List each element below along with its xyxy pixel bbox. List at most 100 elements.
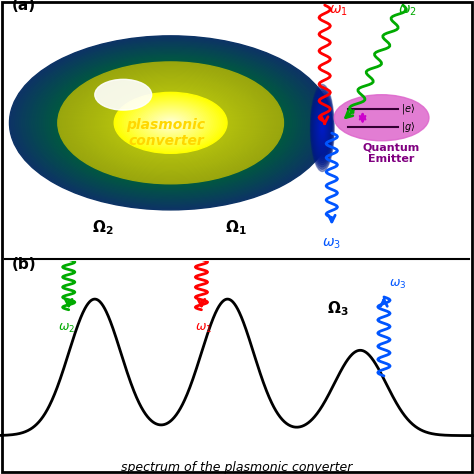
Circle shape (104, 87, 237, 159)
Circle shape (155, 114, 187, 132)
Ellipse shape (318, 113, 327, 143)
Circle shape (76, 72, 265, 174)
Circle shape (118, 95, 223, 151)
Text: $\mathbf{\Omega_3}$: $\mathbf{\Omega_3}$ (327, 300, 349, 319)
Circle shape (40, 52, 301, 193)
Circle shape (138, 105, 203, 140)
Circle shape (78, 73, 264, 173)
Circle shape (34, 49, 308, 197)
Circle shape (66, 66, 275, 180)
Circle shape (64, 65, 277, 181)
Circle shape (114, 92, 227, 153)
Circle shape (16, 39, 326, 207)
Ellipse shape (320, 121, 324, 135)
Circle shape (140, 107, 201, 139)
Circle shape (74, 71, 267, 175)
Circle shape (58, 62, 283, 184)
Circle shape (130, 101, 211, 145)
Text: spectrum of the plasmonic converter: spectrum of the plasmonic converter (121, 461, 353, 474)
Circle shape (72, 70, 269, 176)
Circle shape (98, 84, 243, 162)
Ellipse shape (321, 124, 324, 132)
Circle shape (135, 103, 207, 143)
Circle shape (84, 76, 257, 170)
Text: $\omega_3$: $\omega_3$ (322, 237, 341, 251)
Circle shape (38, 51, 303, 195)
Ellipse shape (313, 93, 332, 163)
Circle shape (116, 93, 225, 152)
Ellipse shape (316, 106, 328, 150)
Circle shape (110, 90, 231, 155)
Text: $\omega_1$: $\omega_1$ (195, 321, 212, 335)
Ellipse shape (313, 95, 331, 161)
Circle shape (9, 36, 332, 210)
Circle shape (29, 47, 312, 199)
Circle shape (50, 58, 292, 188)
Circle shape (56, 61, 285, 185)
Circle shape (62, 64, 279, 182)
Text: $\omega_2$: $\omega_2$ (58, 321, 75, 335)
Circle shape (166, 121, 174, 125)
Text: $|g\rangle$: $|g\rangle$ (401, 120, 415, 134)
Ellipse shape (314, 98, 331, 158)
Ellipse shape (320, 119, 325, 137)
Circle shape (132, 102, 209, 144)
Circle shape (82, 75, 259, 171)
Circle shape (120, 96, 221, 150)
Ellipse shape (334, 95, 429, 141)
Circle shape (44, 55, 298, 191)
Circle shape (128, 100, 213, 146)
Circle shape (151, 112, 191, 134)
Circle shape (112, 91, 229, 155)
Ellipse shape (316, 104, 329, 152)
Ellipse shape (310, 84, 334, 172)
Circle shape (48, 56, 293, 189)
Circle shape (27, 46, 314, 200)
Ellipse shape (311, 87, 334, 169)
Text: $\omega_1$: $\omega_1$ (329, 4, 348, 18)
Text: (b): (b) (12, 257, 36, 272)
Circle shape (68, 67, 273, 178)
Text: $\omega_2$: $\omega_2$ (398, 4, 417, 18)
Circle shape (137, 104, 205, 141)
Ellipse shape (315, 102, 329, 154)
Circle shape (161, 118, 181, 128)
Circle shape (60, 63, 282, 182)
Circle shape (153, 113, 189, 133)
Circle shape (22, 42, 319, 203)
Circle shape (94, 82, 247, 164)
Circle shape (13, 38, 328, 208)
Circle shape (54, 60, 287, 186)
Circle shape (142, 108, 199, 138)
Circle shape (124, 98, 217, 148)
Circle shape (100, 85, 241, 161)
Text: (a): (a) (12, 0, 36, 13)
Text: $\mathbf{\Omega_2}$: $\mathbf{\Omega_2}$ (92, 219, 114, 237)
Circle shape (169, 122, 173, 124)
Circle shape (122, 97, 219, 149)
Circle shape (163, 118, 179, 127)
Ellipse shape (318, 110, 327, 146)
Circle shape (32, 48, 310, 198)
Circle shape (52, 59, 290, 187)
Circle shape (126, 99, 215, 147)
Circle shape (80, 74, 261, 172)
Circle shape (106, 88, 235, 158)
Circle shape (95, 79, 152, 110)
Text: $|e\rangle$: $|e\rangle$ (401, 102, 415, 116)
Circle shape (92, 81, 249, 165)
Circle shape (26, 45, 316, 201)
Circle shape (46, 55, 296, 190)
Circle shape (145, 109, 197, 137)
Circle shape (158, 116, 182, 129)
Ellipse shape (319, 117, 325, 139)
Circle shape (36, 50, 306, 196)
Circle shape (19, 41, 322, 204)
Circle shape (146, 110, 195, 136)
Text: $\mathbf{\Omega_1}$: $\mathbf{\Omega_1}$ (225, 219, 247, 237)
Ellipse shape (312, 89, 333, 167)
Text: $\omega_3$: $\omega_3$ (389, 277, 406, 291)
Ellipse shape (312, 91, 332, 165)
Circle shape (88, 78, 253, 167)
Ellipse shape (319, 115, 326, 141)
